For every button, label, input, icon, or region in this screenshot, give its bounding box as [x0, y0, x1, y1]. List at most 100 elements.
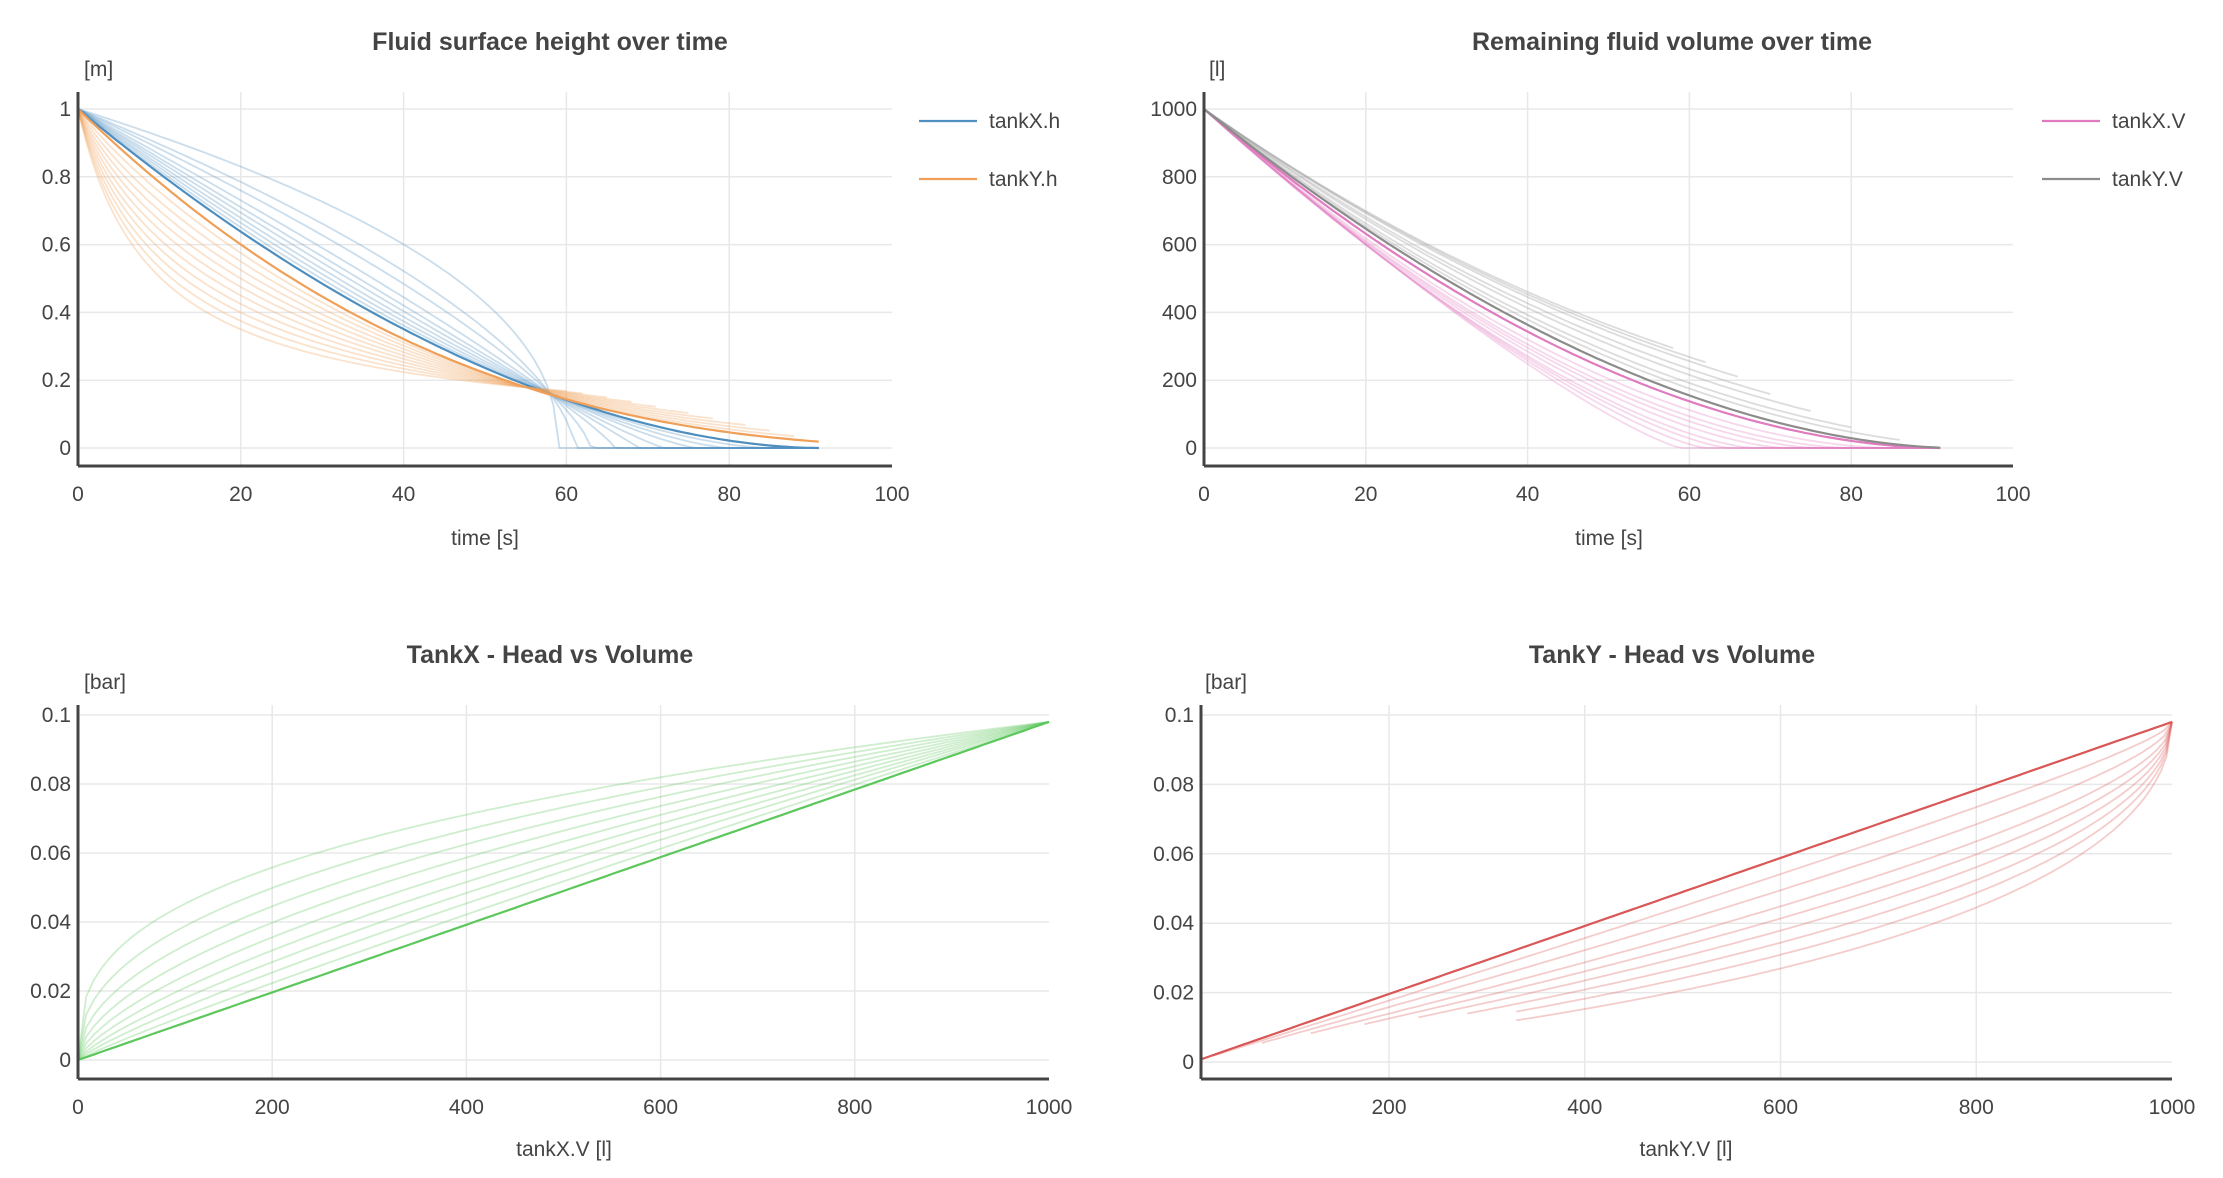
series-line-tankY-head: [1200, 720, 2173, 1061]
x-tick-label: 1000: [2149, 1096, 2196, 1119]
chart-tanky-head-volume: TankY - Head vs Volume [bar] tankY.V [l]…: [1153, 641, 2195, 1161]
y-tick-label: 0: [1182, 1051, 1194, 1074]
x-tick-label: 40: [1516, 483, 1539, 506]
series-curves: [1200, 720, 2173, 1061]
y-tick-label: 0.04: [30, 911, 71, 934]
series-line-tankY-V: [1203, 108, 1941, 449]
series-variant-line-tankX-head: [77, 721, 1050, 1061]
x-tick-label: 400: [449, 1096, 484, 1119]
y-axis-label: [bar]: [84, 671, 126, 694]
y-axis-label: [l]: [1209, 58, 1225, 81]
series-variant-line-tankY-head: [1310, 721, 2173, 1035]
y-tick-label: 0.04: [1153, 912, 1194, 935]
y-tick-label: 0.06: [1153, 843, 1194, 866]
x-tick-label: 600: [1763, 1096, 1798, 1119]
y-tick-label: 0.6: [42, 234, 71, 257]
x-tick-label: 200: [255, 1096, 290, 1119]
series-variant-line-tankX-h: [77, 108, 819, 449]
y-tick-label: 0.1: [1165, 704, 1194, 727]
series-line-tankX-head: [77, 720, 1050, 1062]
series-variant-line-tankX-h: [77, 108, 819, 449]
legend-item[interactable]: tankX.V: [2042, 110, 2186, 133]
legend-item[interactable]: tankX.h: [919, 110, 1060, 133]
chart-fluid-height: Fluid surface height over time [m] time …: [42, 28, 1060, 550]
y-tick-label: 0.08: [1153, 773, 1194, 796]
legend-label: tankX.h: [989, 110, 1060, 133]
series-variant-line-tankY-h: [77, 108, 746, 426]
series-variant-line-tankY-head: [1516, 721, 2173, 1022]
series-variant-line-tankY-head: [1261, 721, 2173, 1044]
series-variant-line-tankY-head: [1212, 721, 2173, 1057]
series-variant-line-tankY-head: [1467, 721, 2173, 1015]
series-variant-line-tankX-h: [77, 108, 819, 449]
series-variant-line-tankX-V: [1203, 108, 1941, 449]
chart-tankx-head-volume: TankX - Head vs Volume [bar] tankX.V [l]…: [30, 641, 1072, 1161]
series-variant-line-tankX-h: [77, 108, 819, 449]
y-tick-label: 0.02: [30, 980, 71, 1003]
series-variant-line-tankY-V: [1203, 108, 1771, 395]
y-tick-label: 0.02: [1153, 982, 1194, 1005]
y-tick-label: 400: [1162, 301, 1197, 324]
series-variant-line-tankY-head: [1516, 721, 2173, 1013]
series-variant-line-tankX-V: [1203, 108, 1941, 449]
series-variant-line-tankY-h: [77, 108, 583, 395]
chart-title: Remaining fluid volume over time: [1472, 28, 1872, 56]
x-tick-label: 400: [1567, 1096, 1602, 1119]
series-variant-line-tankY-h: [77, 108, 632, 403]
x-axis-label: tankX.V [l]: [516, 1138, 612, 1161]
gridlines: [1204, 92, 2013, 466]
gridlines: [78, 92, 892, 466]
series-line-tankY-h: [77, 108, 819, 443]
series-variant-line-tankX-h: [77, 108, 819, 449]
series-variant-line-tankY-h: [77, 108, 656, 408]
x-axis-label: time [s]: [451, 527, 519, 550]
x-tick-label: 0: [72, 1096, 84, 1119]
x-axis-label: tankY.V [l]: [1639, 1138, 1732, 1161]
y-tick-label: 200: [1162, 369, 1197, 392]
x-tick-label: 20: [1354, 483, 1377, 506]
series-curves: [77, 720, 1050, 1062]
y-tick-label: 0.08: [30, 773, 71, 796]
y-tick-label: 0.1: [42, 704, 71, 727]
x-tick-label: 80: [718, 483, 741, 506]
x-tick-label: 100: [874, 483, 909, 506]
series-variant-line-tankY-V: [1203, 108, 1812, 412]
legend-item[interactable]: tankY.h: [919, 168, 1058, 191]
y-tick-label: 1: [59, 98, 71, 121]
series-variant-line-tankX-V: [1203, 108, 1941, 449]
series-variant-line-tankX-head: [77, 721, 1050, 1061]
chart-title: Fluid surface height over time: [372, 28, 728, 56]
x-tick-label: 600: [643, 1096, 678, 1119]
series-curves: [1203, 108, 1941, 450]
x-tick-label: 0: [72, 483, 84, 506]
series-variant-line-tankX-V: [1203, 108, 1941, 449]
series-variant-line-tankX-head: [77, 721, 1050, 1061]
gridlines: [1201, 705, 2172, 1079]
x-axis-label: time [s]: [1575, 527, 1643, 550]
series-variant-line-tankY-h: [77, 108, 770, 432]
series-variant-line-tankY-h: [77, 108, 714, 420]
y-tick-label: 0.06: [30, 842, 71, 865]
series-variant-line-tankY-head: [1364, 721, 2173, 1026]
series-variant-line-tankY-V: [1203, 108, 1706, 364]
series-variant-line-tankX-V: [1203, 108, 1941, 449]
series-variant-line-tankY-V: [1203, 108, 1900, 441]
legend: tankX.h tankY.h: [919, 110, 1060, 191]
x-tick-label: 800: [837, 1096, 872, 1119]
series-variant-line-tankX-head: [77, 721, 1050, 1061]
legend: tankX.V tankY.V: [2042, 110, 2186, 191]
series-variant-line-tankY-V: [1203, 108, 1674, 349]
series-variant-line-tankY-head: [1418, 721, 2173, 1019]
series-variant-line-tankY-h: [77, 108, 608, 399]
series-variant-line-tankX-head: [77, 721, 1050, 1061]
legend-item[interactable]: tankY.V: [2042, 168, 2183, 191]
y-tick-label: 1000: [1150, 98, 1197, 121]
series-variant-line-tankX-V: [1203, 108, 1941, 449]
y-tick-label: 0.8: [42, 166, 71, 189]
series-variant-line-tankY-h: [77, 108, 567, 392]
x-tick-label: 1000: [1026, 1096, 1073, 1119]
chart-title: TankY - Head vs Volume: [1529, 641, 1815, 669]
x-tick-label: 60: [1678, 483, 1701, 506]
x-tick-label: 20: [229, 483, 252, 506]
